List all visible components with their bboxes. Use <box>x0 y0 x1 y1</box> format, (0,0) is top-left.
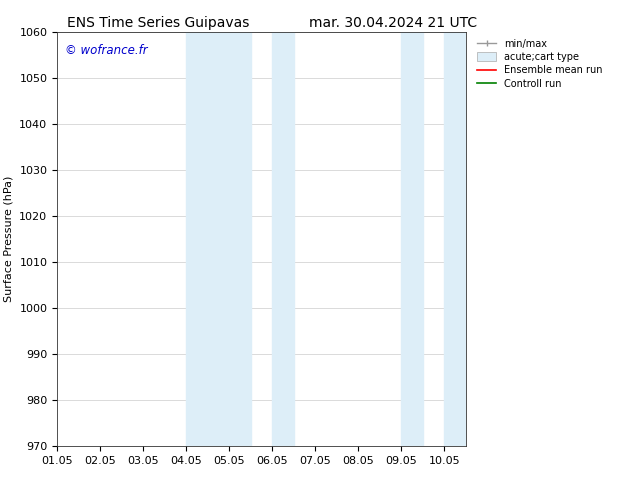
Bar <box>272 32 294 446</box>
Bar <box>186 32 251 446</box>
Legend: min/max, acute;cart type, Ensemble mean run, Controll run: min/max, acute;cart type, Ensemble mean … <box>475 37 605 91</box>
Text: ENS Time Series Guipavas: ENS Time Series Guipavas <box>67 16 250 30</box>
Y-axis label: Surface Pressure (hPa): Surface Pressure (hPa) <box>4 176 14 302</box>
Text: mar. 30.04.2024 21 UTC: mar. 30.04.2024 21 UTC <box>309 16 477 30</box>
Bar <box>444 32 466 446</box>
Bar <box>401 32 423 446</box>
Text: © wofrance.fr: © wofrance.fr <box>65 44 148 57</box>
